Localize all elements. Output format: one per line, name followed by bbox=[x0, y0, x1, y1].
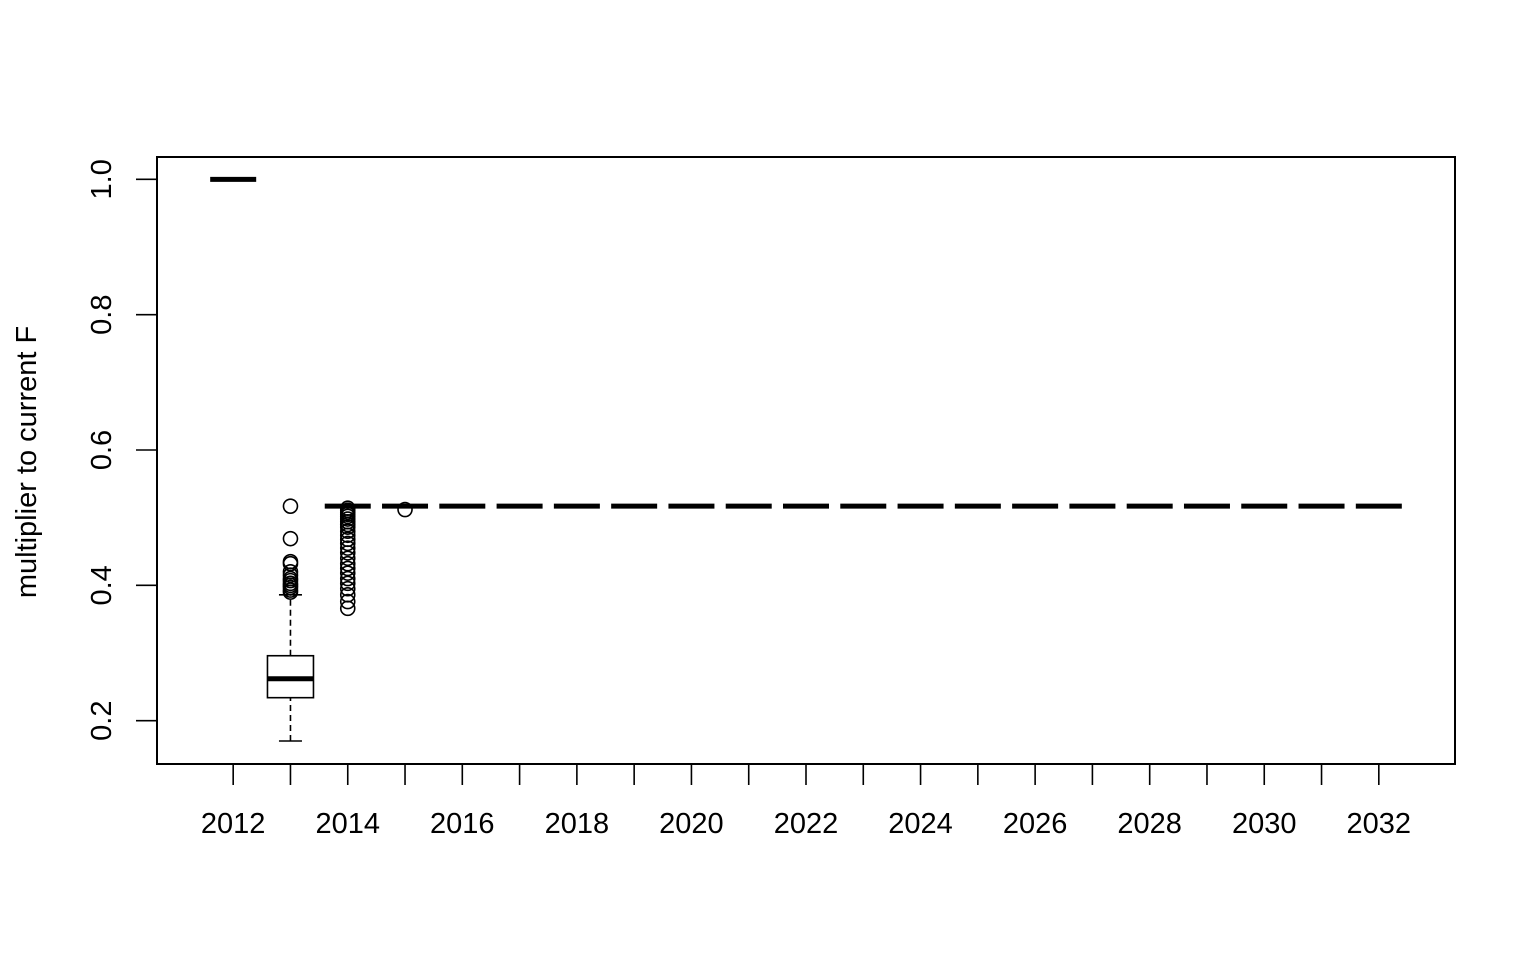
x-tick-label: 2018 bbox=[545, 808, 610, 840]
y-axis: 0.2 0.4 0.6 0.8 1.0 bbox=[86, 159, 158, 741]
x-tick-label: 2020 bbox=[659, 808, 724, 840]
outlier-point bbox=[339, 593, 356, 610]
outlier-point bbox=[339, 531, 356, 548]
outlier-point bbox=[339, 587, 356, 603]
y-tick-label: 0.4 bbox=[86, 565, 118, 605]
outlier-point bbox=[339, 550, 356, 567]
x-tick-label: 2026 bbox=[1003, 808, 1068, 840]
outlier-point bbox=[397, 501, 413, 518]
box-2013 bbox=[266, 498, 315, 742]
y-tick-label: 0.8 bbox=[86, 295, 118, 335]
outlier-point bbox=[339, 500, 356, 517]
y-tick-label: 0.6 bbox=[86, 430, 118, 470]
y-tick-label: 0.2 bbox=[86, 701, 118, 741]
outlier-point bbox=[339, 575, 356, 592]
x-axis: 2012 2014 2016 2018 2020 2022 2024 2026 2028 2030… bbox=[201, 763, 1412, 840]
x-tick-label: 2022 bbox=[774, 808, 839, 840]
y-tick-label: 1.0 bbox=[86, 159, 118, 199]
y-axis-title: multiplier to current F bbox=[11, 326, 43, 598]
outlier-point bbox=[282, 498, 299, 514]
outlier-point bbox=[339, 560, 356, 577]
x-tick-label: 2030 bbox=[1232, 808, 1297, 840]
x-tick-label: 2016 bbox=[430, 808, 495, 840]
outlier-point bbox=[339, 535, 356, 552]
plot-frame bbox=[156, 156, 1456, 765]
box-2014 bbox=[324, 500, 371, 617]
x-tick-label: 2032 bbox=[1347, 808, 1412, 840]
outlier-point bbox=[339, 555, 356, 572]
data-marks bbox=[210, 176, 1402, 742]
x-tick-label: 2014 bbox=[315, 808, 380, 840]
outlier-point bbox=[282, 564, 299, 580]
outlier-point bbox=[339, 540, 356, 556]
x-tick-label: 2024 bbox=[888, 808, 953, 840]
outlier-point bbox=[339, 580, 356, 597]
x-tick-label: 2012 bbox=[201, 808, 266, 840]
outlier-point bbox=[339, 570, 356, 587]
outlier-point bbox=[282, 530, 299, 547]
outlier-point bbox=[282, 553, 299, 570]
outlier-point bbox=[339, 565, 356, 581]
x-tick-label: 2028 bbox=[1117, 808, 1182, 840]
box-2015 bbox=[382, 501, 429, 518]
outlier-point bbox=[339, 523, 356, 540]
